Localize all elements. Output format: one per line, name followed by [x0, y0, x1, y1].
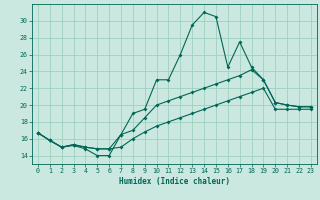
X-axis label: Humidex (Indice chaleur): Humidex (Indice chaleur) [119, 177, 230, 186]
